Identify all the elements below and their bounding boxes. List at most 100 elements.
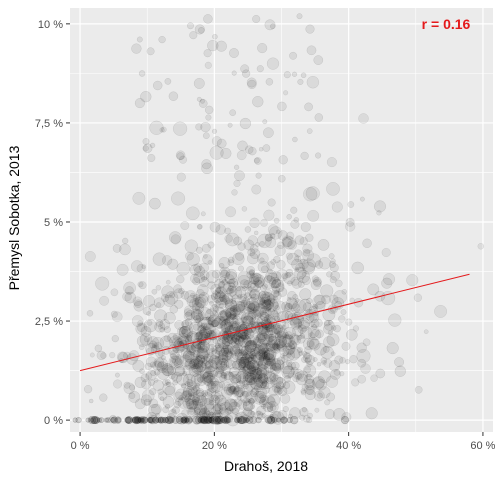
- data-point: [297, 280, 305, 288]
- data-point: [205, 359, 218, 372]
- data-point: [254, 157, 262, 165]
- data-point: [134, 299, 143, 308]
- data-point: [270, 298, 276, 304]
- data-point: [196, 411, 209, 424]
- data-point: [202, 370, 215, 383]
- data-point: [224, 398, 238, 412]
- data-point: [204, 61, 212, 69]
- data-point: [243, 239, 255, 251]
- data-point: [250, 293, 260, 303]
- data-point: [264, 19, 276, 31]
- data-point: [195, 246, 203, 254]
- data-point: [250, 351, 262, 363]
- data-point: [278, 155, 288, 165]
- data-point: [221, 357, 227, 363]
- data-point: [187, 387, 199, 398]
- data-point: [224, 234, 233, 243]
- data-point: [250, 272, 263, 286]
- data-point: [242, 379, 249, 387]
- data-point: [292, 325, 304, 337]
- data-point: [149, 197, 161, 210]
- data-point: [197, 346, 204, 354]
- data-point: [283, 71, 291, 79]
- data-point: [210, 319, 219, 328]
- data-point: [278, 282, 284, 288]
- data-point: [302, 351, 308, 357]
- data-point: [197, 224, 203, 230]
- data-point: [269, 372, 279, 382]
- data-point: [323, 358, 333, 368]
- data-point: [257, 355, 272, 369]
- data-point: [207, 39, 219, 52]
- data-point: [252, 343, 260, 351]
- data-point: [224, 317, 231, 324]
- data-point: [256, 333, 266, 343]
- data-point: [304, 102, 313, 112]
- data-point: [148, 403, 161, 417]
- data-point: [206, 380, 219, 393]
- data-point: [174, 320, 185, 330]
- data-point: [283, 326, 296, 340]
- data-point: [220, 295, 231, 306]
- data-point: [249, 217, 260, 228]
- data-point: [244, 300, 256, 312]
- data-point: [176, 172, 186, 182]
- data-point: [290, 415, 299, 425]
- data-point: [242, 417, 249, 424]
- data-point: [177, 332, 189, 345]
- data-point: [265, 333, 277, 346]
- data-point: [161, 255, 173, 266]
- data-point: [227, 256, 235, 264]
- data-point: [252, 96, 264, 108]
- data-point: [196, 354, 206, 364]
- data-point: [213, 291, 221, 300]
- data-point: [197, 417, 204, 424]
- data-point: [292, 369, 304, 380]
- data-point: [381, 247, 391, 258]
- data-point: [96, 350, 106, 361]
- data-point: [189, 355, 203, 370]
- data-point: [242, 297, 251, 305]
- data-point: [206, 308, 212, 315]
- data-point: [276, 356, 286, 365]
- data-point: [175, 150, 186, 160]
- data-point: [244, 344, 254, 355]
- data-point: [308, 321, 315, 328]
- data-point: [230, 305, 237, 313]
- data-point: [258, 356, 265, 363]
- data-point: [232, 386, 244, 398]
- data-point: [192, 277, 201, 286]
- data-point: [250, 360, 261, 371]
- data-point: [257, 359, 269, 371]
- data-point: [341, 412, 352, 423]
- data-point: [163, 334, 171, 342]
- data-point: [215, 224, 227, 235]
- data-point: [109, 414, 117, 423]
- data-point: [274, 359, 285, 370]
- data-point: [249, 248, 261, 259]
- data-point: [171, 416, 180, 424]
- data-point: [210, 357, 222, 370]
- data-point: [99, 393, 108, 402]
- data-point: [242, 399, 255, 412]
- data-point: [351, 261, 364, 275]
- data-point: [388, 313, 402, 327]
- data-point: [311, 324, 318, 331]
- data-point: [261, 299, 273, 311]
- data-point: [172, 333, 181, 341]
- data-point: [213, 300, 221, 308]
- data-point: [265, 314, 272, 320]
- data-point: [248, 289, 260, 301]
- data-point: [148, 379, 155, 386]
- data-point: [248, 398, 255, 405]
- data-point: [227, 338, 234, 345]
- data-point: [229, 345, 241, 356]
- data-point: [184, 239, 199, 253]
- data-point: [149, 340, 157, 349]
- data-point: [254, 344, 266, 357]
- data-point: [143, 295, 155, 307]
- data-point: [149, 120, 164, 135]
- data-point: [201, 358, 208, 365]
- data-point: [226, 285, 238, 297]
- data-point: [282, 349, 295, 362]
